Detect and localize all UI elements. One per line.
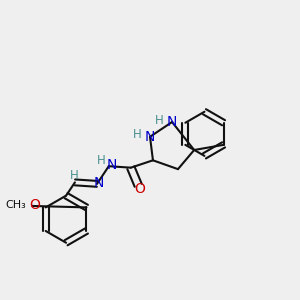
Text: H: H bbox=[70, 169, 79, 182]
Text: H: H bbox=[97, 154, 106, 167]
Text: O: O bbox=[134, 182, 145, 196]
Text: N: N bbox=[145, 130, 155, 144]
Text: H: H bbox=[155, 114, 164, 127]
Text: H: H bbox=[133, 128, 142, 141]
Text: N: N bbox=[167, 115, 177, 129]
Text: N: N bbox=[93, 176, 104, 190]
Text: CH₃: CH₃ bbox=[6, 200, 26, 210]
Text: N: N bbox=[106, 158, 117, 172]
Text: O: O bbox=[29, 198, 40, 212]
